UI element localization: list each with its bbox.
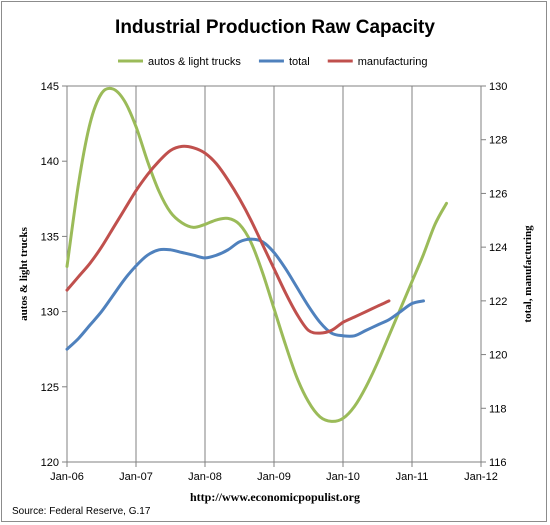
- x-tick-label: Jan-12: [464, 471, 498, 483]
- series-layer: [65, 86, 448, 423]
- right-tick-label: 124: [489, 242, 507, 254]
- gridlines: [135, 86, 413, 462]
- left-tick-label: 125: [41, 382, 59, 394]
- x-tick-label: Jan-09: [257, 471, 291, 483]
- right-axis-ticks: 116 118 120 122 124 126 128 130: [481, 81, 507, 469]
- chart-title: Industrial Production Raw Capacity: [115, 17, 435, 38]
- legend-label-total: total: [289, 56, 310, 68]
- right-axis-title: total, manufacturing: [522, 225, 534, 323]
- left-tick-label: 145: [41, 81, 59, 93]
- series-line-autos-light-trucks: [65, 86, 448, 423]
- right-tick-label: 128: [489, 135, 507, 147]
- left-tick-label: 130: [41, 307, 59, 319]
- series-line-manufacturing: [65, 144, 391, 335]
- right-tick-label: 126: [489, 188, 507, 200]
- x-tick-label: Jan-06: [50, 471, 84, 483]
- right-tick-label: 118: [489, 403, 507, 415]
- legend-label-autos-light-trucks: autos & light trucks: [148, 56, 241, 68]
- left-axis-ticks: 120 125 130 135 140 145: [41, 81, 67, 469]
- right-tick-label: 122: [489, 296, 507, 308]
- x-tick-label: Jan-08: [188, 471, 222, 483]
- left-tick-label: 135: [41, 231, 59, 243]
- right-tick-label: 130: [489, 81, 507, 93]
- right-tick-label: 120: [489, 350, 507, 362]
- left-tick-label: 140: [41, 156, 59, 168]
- x-tick-label: Jan-10: [326, 471, 360, 483]
- legend: autos & light trucks total manufacturing: [118, 56, 427, 68]
- x-tick-label: Jan-07: [119, 471, 153, 483]
- left-axis-title: autos & light trucks: [18, 226, 30, 321]
- x-tick-label: Jan-11: [396, 471, 429, 483]
- x-axis-ticks: Jan-06 Jan-07 Jan-08 Jan-09 Jan-10 Jan-11 Jan-…: [50, 462, 498, 483]
- left-tick-label: 120: [41, 457, 59, 469]
- legend-label-manufacturing: manufacturing: [358, 56, 428, 68]
- series-line-total: [65, 237, 425, 351]
- x-axis-title: http://www.economicpopulist.org: [190, 490, 360, 504]
- right-tick-label: 116: [489, 457, 507, 469]
- source-note: Source: Federal Reserve, G.17: [12, 506, 151, 517]
